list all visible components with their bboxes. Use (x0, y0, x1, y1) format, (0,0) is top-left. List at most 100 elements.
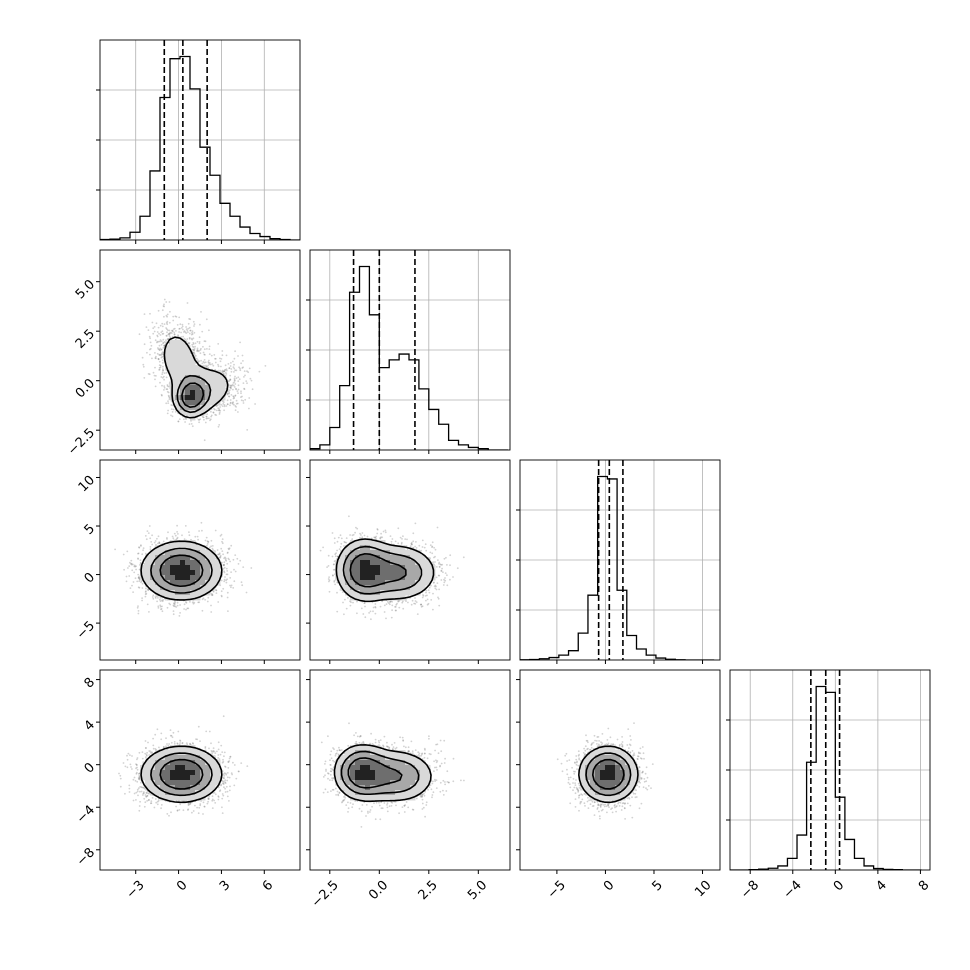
scatter-point (205, 415, 208, 418)
scatter-point (191, 348, 194, 351)
scatter-point (198, 530, 201, 532)
scatter-point (169, 310, 171, 313)
scatter-point (165, 372, 168, 374)
scatter-point (161, 355, 164, 358)
density-cell (185, 375, 191, 381)
scatter-point (166, 328, 168, 331)
scatter-point (166, 384, 169, 386)
scatter-point (208, 359, 210, 362)
scatter-point (127, 567, 129, 569)
scatter-point (144, 535, 147, 537)
scatter-point (204, 340, 207, 343)
scatter-point (149, 353, 151, 356)
scatter-point (233, 381, 236, 383)
scatter-point (223, 580, 226, 583)
scatter-point (227, 557, 230, 560)
scatter-point (227, 380, 230, 382)
density-cell (165, 355, 171, 361)
scatter-point (214, 357, 216, 360)
scatter-point (234, 350, 237, 353)
scatter-point (203, 439, 206, 442)
scatter-point (208, 348, 211, 350)
scatter-point (173, 605, 175, 607)
scatter-point (188, 332, 191, 335)
scatter-point (157, 358, 160, 361)
scatter-point (137, 610, 140, 612)
scatter-point (223, 370, 226, 373)
scatter-point (250, 379, 253, 382)
density-cell (190, 375, 196, 381)
scatter-point (218, 409, 221, 412)
scatter-point (226, 399, 229, 402)
scatter-point (220, 579, 223, 582)
scatter-point (190, 337, 193, 340)
scatter-point (162, 368, 164, 370)
scatter-point (173, 331, 176, 334)
scatter-point (156, 335, 159, 338)
scatter-point (178, 316, 181, 319)
scatter-point (226, 403, 229, 405)
scatter-point (230, 571, 233, 573)
scatter-point (161, 325, 164, 328)
scatter-point (161, 376, 164, 379)
scatter-point (179, 612, 182, 614)
scatter-point (141, 582, 144, 585)
scatter-point (159, 605, 162, 608)
scatter-panel-1-0 (99, 249, 301, 451)
scatter-point (210, 415, 213, 418)
scatter-point (221, 370, 224, 373)
scatter-point (152, 327, 155, 330)
density-cell (175, 385, 181, 391)
scatter-point (137, 558, 140, 560)
scatter-point (177, 420, 180, 423)
scatter-point (212, 411, 215, 414)
panel-contents (138, 298, 267, 442)
density-cell (175, 355, 181, 361)
scatter-point (163, 386, 166, 389)
scatter-point (126, 550, 129, 553)
scatter-point (165, 335, 168, 337)
scatter-point (220, 533, 223, 536)
scatter-point (158, 542, 161, 544)
scatter-point (158, 364, 161, 367)
scatter-point (165, 388, 168, 390)
density-cell (200, 370, 206, 376)
scatter-point (202, 351, 205, 354)
density-cell (195, 410, 201, 416)
scatter-point (167, 531, 169, 534)
scatter-point (224, 364, 227, 367)
scatter-point (166, 538, 168, 540)
scatter-point (158, 348, 161, 351)
density-cell (200, 385, 206, 391)
scatter-point (168, 332, 171, 335)
scatter-point (191, 330, 194, 333)
scatter-point (156, 600, 159, 603)
scatter-point (161, 353, 164, 356)
density-cell (210, 375, 216, 381)
scatter-point (175, 315, 178, 318)
scatter-point (206, 540, 209, 542)
density-cell (185, 365, 191, 371)
scatter-point (161, 322, 164, 325)
scatter-point (212, 590, 215, 593)
scatter-point (244, 374, 246, 377)
scatter-point (156, 340, 159, 343)
scatter-point (193, 325, 195, 327)
scatter-point (151, 357, 153, 360)
scatter-point (142, 363, 145, 366)
scatter-point (145, 590, 147, 593)
scatter-point (200, 311, 202, 313)
scatter-point (213, 354, 216, 356)
panel-border (99, 39, 301, 241)
scatter-point (207, 364, 210, 367)
scatter-point (158, 332, 160, 335)
scatter-point (258, 370, 261, 373)
scatter-point (234, 383, 237, 385)
scatter-point (159, 340, 161, 343)
scatter-point (160, 608, 163, 610)
scatter-point (218, 408, 221, 410)
scatter-point (165, 327, 168, 329)
scatter-point (162, 375, 165, 378)
scatter-point (207, 361, 210, 363)
scatter-point (141, 597, 144, 599)
